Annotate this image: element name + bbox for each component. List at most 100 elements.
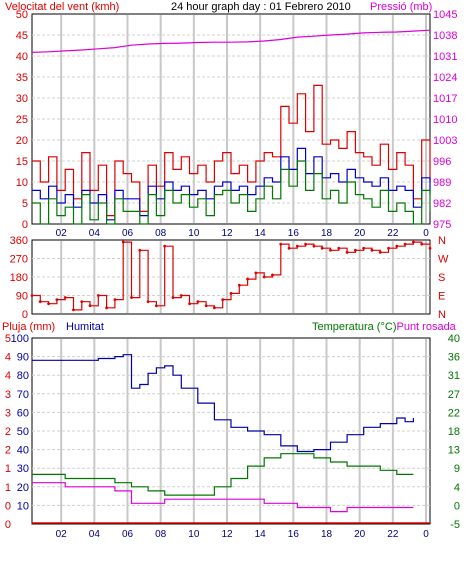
panel-1-y-left-tick-label: 25: [16, 114, 28, 126]
panel-1-y-right-tick-label: 1017: [433, 93, 457, 105]
panel-3-y-left-tick-label: 5: [5, 333, 11, 345]
panel-3-y-right-tick-label: 31: [448, 370, 460, 382]
panel-1-y-left-tick-label: 30: [16, 93, 28, 105]
panel-2-direction-point: [154, 304, 158, 308]
panel-3-x-tick-label: 0: [423, 529, 429, 540]
panel-2-direction-point: [30, 294, 34, 297]
panel-2-direction-point: [105, 306, 109, 310]
panel-3-x-tick-label: 20: [354, 529, 366, 540]
panel-2-direction-point: [237, 283, 241, 287]
panel-2-direction-point: [387, 246, 390, 250]
panel-2-direction-point: [337, 246, 341, 250]
panel-1-y-left-tick-label: 0: [22, 219, 28, 231]
panel-2-direction-point: [395, 244, 399, 248]
panel-2-direction-point: [229, 292, 233, 295]
panel-3-y-left-tick-label: 4: [5, 352, 11, 364]
panel-1-series-3-line: [32, 160, 431, 225]
panel-3-y-left-tick-label: 1: [5, 463, 11, 475]
panel-1-y-right-tick-label: 975: [433, 219, 451, 231]
panel-3-y-right-tick-label: 36: [448, 352, 460, 364]
panel-1-y-right-tick-label: 989: [433, 177, 451, 189]
panel-3-frame: [31, 337, 431, 525]
panel-3-y-left-tick-label: 2: [5, 445, 11, 457]
panel-2-y-right-tick-label: N: [438, 235, 446, 247]
panel-3-x-tick-label: 22: [387, 529, 399, 540]
panel-3-y-right-tick-label: 40: [448, 333, 460, 345]
panel-2-direction-point: [121, 240, 125, 244]
panel-2-direction-point: [188, 302, 191, 306]
panel-3-y-left-tick-label: 0: [5, 500, 11, 512]
panel-1-x-tick-label: 20: [354, 228, 366, 239]
panel-2-direction-point: [295, 244, 299, 248]
panel-2-frame: [31, 239, 431, 315]
panel-2-direction-point: [312, 244, 316, 248]
panel-2-direction-point: [179, 294, 183, 297]
panel-3-y-right-tick-label: 0: [454, 500, 460, 512]
panel-1-x-tick-label: 02: [56, 228, 68, 239]
panel-1-x-tick-label: 10: [188, 228, 200, 239]
panel-2-direction-point: [320, 246, 324, 250]
panel-1-y-right-tick-label: 982: [433, 198, 451, 210]
panel-1-y-left-tick-label: 40: [16, 51, 28, 63]
panel-2-direction-point: [412, 240, 415, 244]
panel-3-y-right-tick-label: 27: [448, 389, 460, 401]
panel-2-direction-point: [55, 298, 59, 302]
panel-3-series-1-line: [32, 453, 414, 496]
panel-2-direction-point: [370, 248, 374, 252]
panel-3-x-tick-label: 18: [321, 529, 333, 540]
panel-3-y-left-tick-label: 0: [5, 519, 11, 531]
wind-speed-title: Velocitat del vent (kmh): [5, 1, 119, 13]
panel-2-direction-point: [96, 294, 100, 297]
pressure-title: Pressió (mb): [370, 1, 432, 13]
panel-2-direction-point: [254, 271, 258, 275]
panel-2-direction-point: [420, 242, 424, 246]
panel-2-direction-point: [80, 300, 84, 304]
panel-1-y-right-tick-label: 1010: [433, 114, 457, 126]
panel-1-x-tick-label: 18: [321, 228, 333, 239]
panel-1-x-tick-label: 12: [221, 228, 233, 239]
panel-3-x-tick-label: 06: [122, 529, 134, 540]
panel-3-humidity-tick-label: 100: [11, 333, 29, 345]
panel-2-y-right-tick-label: S: [438, 272, 445, 284]
panel-3-x-tick-label: 12: [221, 529, 233, 540]
panel-3-humidity-tick-label: 40: [17, 445, 29, 457]
panel-1-x-tick-label: 04: [89, 228, 101, 239]
panel-3-series-0-line: [32, 354, 414, 453]
panel-1-y-left-tick-label: 45: [16, 30, 28, 42]
panel-2-direction-point: [47, 302, 50, 306]
panel-2-direction-point: [279, 242, 283, 246]
panel-1-series-2-line: [32, 147, 431, 221]
panel-2-y-left-tick-label: 90: [16, 291, 28, 303]
panel-2-direction-point: [213, 306, 216, 310]
panel-3-y-left-tick-label: 2: [5, 426, 11, 438]
panel-3-x-tick-label: 16: [288, 529, 300, 540]
panel-3-humidity-tick-label: 20: [17, 482, 29, 494]
panel-2-direction-point: [171, 296, 175, 299]
rain-axis-title: Pluja (mm): [2, 321, 55, 333]
panel-1-series-0-line: [31, 29, 431, 53]
panel-2-direction-point: [345, 250, 349, 254]
panel-3-y-right-tick-label: 13: [448, 445, 460, 457]
panel-2-direction-point: [362, 246, 366, 250]
panel-1-y-left-tick-label: 50: [16, 9, 28, 21]
panel-2-y-left-tick-label: 270: [10, 254, 28, 266]
panel-3-y-right-tick-label: 9: [454, 463, 460, 475]
panel-1-y-left-tick-label: 15: [16, 156, 28, 168]
panel-2-y-right-tick-label: E: [438, 291, 445, 303]
panel-2-direction-point: [163, 244, 167, 248]
panel-3-y-left-tick-label: 1: [5, 482, 11, 494]
panel-3-humidity-tick-label: 60: [17, 407, 29, 419]
chart-title: 24 hour graph day : 01 Febrero 2010: [171, 1, 351, 13]
panel-1-y-left-tick-label: 35: [16, 72, 28, 84]
panel-2-y-left-tick-label: 0: [22, 309, 28, 321]
panel-3-humidity-tick-label: 10: [17, 500, 29, 512]
panel-2-direction-point: [72, 308, 75, 312]
panel-2-direction-point: [329, 248, 332, 252]
panel-1-y-left-tick-label: 10: [16, 177, 28, 189]
panel-1-x-tick-label: 08: [155, 228, 167, 239]
panel-2-direction-point: [287, 246, 291, 250]
panel-2-y-right-tick-label: W: [438, 254, 449, 266]
panel-2-direction-point: [113, 298, 117, 302]
panel-3-y-right-tick-label: 22: [448, 407, 460, 419]
